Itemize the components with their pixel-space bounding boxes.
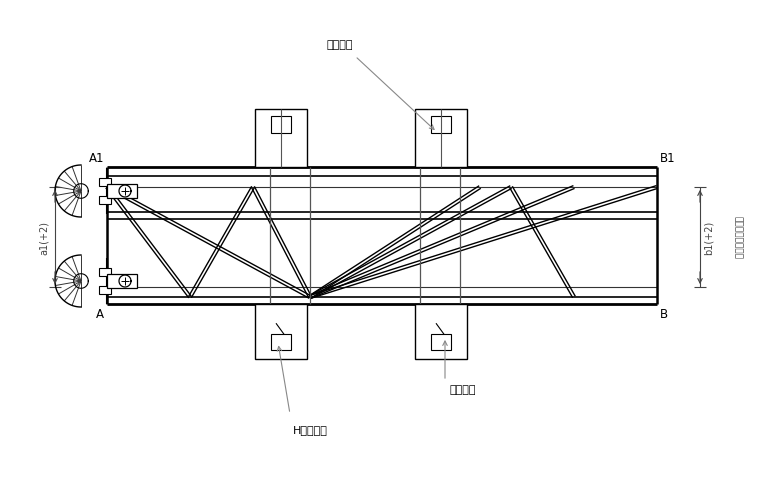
Text: B: B bbox=[660, 307, 668, 320]
Text: b1(+2): b1(+2) bbox=[704, 221, 714, 255]
Bar bbox=[255, 305, 307, 359]
Bar bbox=[415, 110, 467, 168]
Text: H型钐垃件: H型钐垃件 bbox=[293, 424, 328, 434]
Bar bbox=[99, 179, 111, 186]
Bar bbox=[415, 305, 467, 359]
Bar bbox=[107, 274, 137, 288]
Bar bbox=[431, 117, 451, 134]
Bar bbox=[99, 197, 111, 204]
Bar bbox=[271, 335, 291, 350]
Text: A1: A1 bbox=[88, 152, 104, 164]
Bar bbox=[431, 335, 451, 350]
Text: A: A bbox=[96, 307, 104, 320]
Bar bbox=[271, 117, 291, 134]
Bar bbox=[255, 110, 307, 168]
Bar bbox=[107, 184, 137, 199]
Bar bbox=[99, 286, 111, 294]
Bar bbox=[99, 268, 111, 276]
Text: 固定橔子: 固定橔子 bbox=[450, 384, 477, 394]
Text: 固定挡块: 固定挡块 bbox=[327, 40, 353, 50]
Text: B1: B1 bbox=[660, 152, 676, 164]
Text: a1(+2): a1(+2) bbox=[39, 221, 49, 254]
Text: 保证钐筌中心距离: 保证钐筌中心距离 bbox=[733, 216, 743, 259]
